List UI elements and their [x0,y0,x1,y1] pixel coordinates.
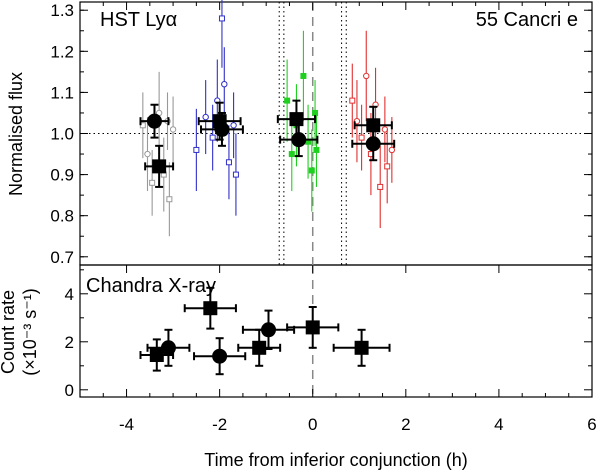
xticklabel-0: -4 [119,415,134,434]
lya-binned-square-6 [366,118,381,133]
point-green-5 [308,167,315,174]
bottom-ylabel-line2: (×10⁻³ s⁻¹) [20,288,40,376]
lya-binned-circle-7 [365,136,381,152]
xticklabel-1: -2 [212,415,227,434]
point-red-9 [388,146,396,154]
xticklabel-4: 4 [494,415,503,434]
xray-point-square-6 [305,320,320,335]
xray-point-circle-3 [212,348,228,364]
point-green-3 [300,72,307,79]
xray-point-circle-5 [261,322,277,338]
xray-point-circle-1 [160,340,176,356]
point-red-8 [384,163,391,170]
point-grey-7 [169,126,177,133]
point-blue-2 [209,134,216,141]
point-green-1 [288,151,295,158]
top-yticklabel-0: 0.7 [50,248,74,267]
bottom-yticklabel-2: 4 [65,285,74,304]
point-blue-8 [232,171,239,178]
x-axis-label: Time from inferior conjunction (h) [204,450,467,470]
top-yticklabel-5: 1.2 [50,42,74,61]
top-title-right: 55 Cancri e [476,9,578,31]
bottom-yticklabel-1: 2 [65,333,74,352]
top-yticklabel-3: 1.0 [50,125,74,144]
xray-point-square-7 [354,340,369,355]
point-blue-0 [193,146,200,153]
point-red-3 [363,72,370,80]
top-title-left: HST Lyα [100,9,177,31]
lya-binned-circle-0 [146,113,162,129]
point-grey-2 [149,179,156,186]
xticklabel-3: 2 [401,415,410,434]
xray-point-square-4 [252,340,267,355]
lya-binned-circle-3 [214,121,230,137]
lya-binned-square-1 [152,159,167,174]
point-green-0 [284,97,291,104]
top-yticklabel-1: 0.8 [50,207,74,226]
bottom-panel [139,265,391,397]
lya-binned-circle-5 [291,132,307,148]
point-grey-1 [144,150,151,158]
point-red-0 [349,97,356,104]
point-red-2 [358,134,365,141]
point-blue-7 [230,122,237,129]
point-blue-6 [225,159,232,166]
bottom-ylabel-line1: Count rate [0,290,18,374]
top-yticklabel-4: 1.1 [50,83,74,102]
top-panel [80,0,592,265]
point-blue-4 [218,15,225,22]
top-yticklabel-6: 1.3 [50,1,74,20]
point-red-6 [377,183,384,190]
point-blue-1 [202,113,209,121]
xticklabel-5: 6 [587,415,596,434]
point-grey-6 [166,196,173,203]
xray-point-square-0 [149,348,164,362]
point-blue-5 [221,80,228,88]
xray-point-square-2 [203,301,218,316]
point-grey-0 [139,122,146,129]
bottom-title: Chandra X-ray [86,275,216,297]
xticklabel-2: 0 [308,415,317,434]
point-green-7 [313,146,320,153]
top-yticklabel-2: 0.9 [50,166,74,185]
top-ylabel: Normalised flux [6,72,26,196]
axes: 0.7 0.8 0.9 1.0 1.1 1.2 1.3 0 2 4 -4 -2 0 2 4 6 [50,1,596,434]
bottom-yticklabel-0: 0 [65,381,74,400]
